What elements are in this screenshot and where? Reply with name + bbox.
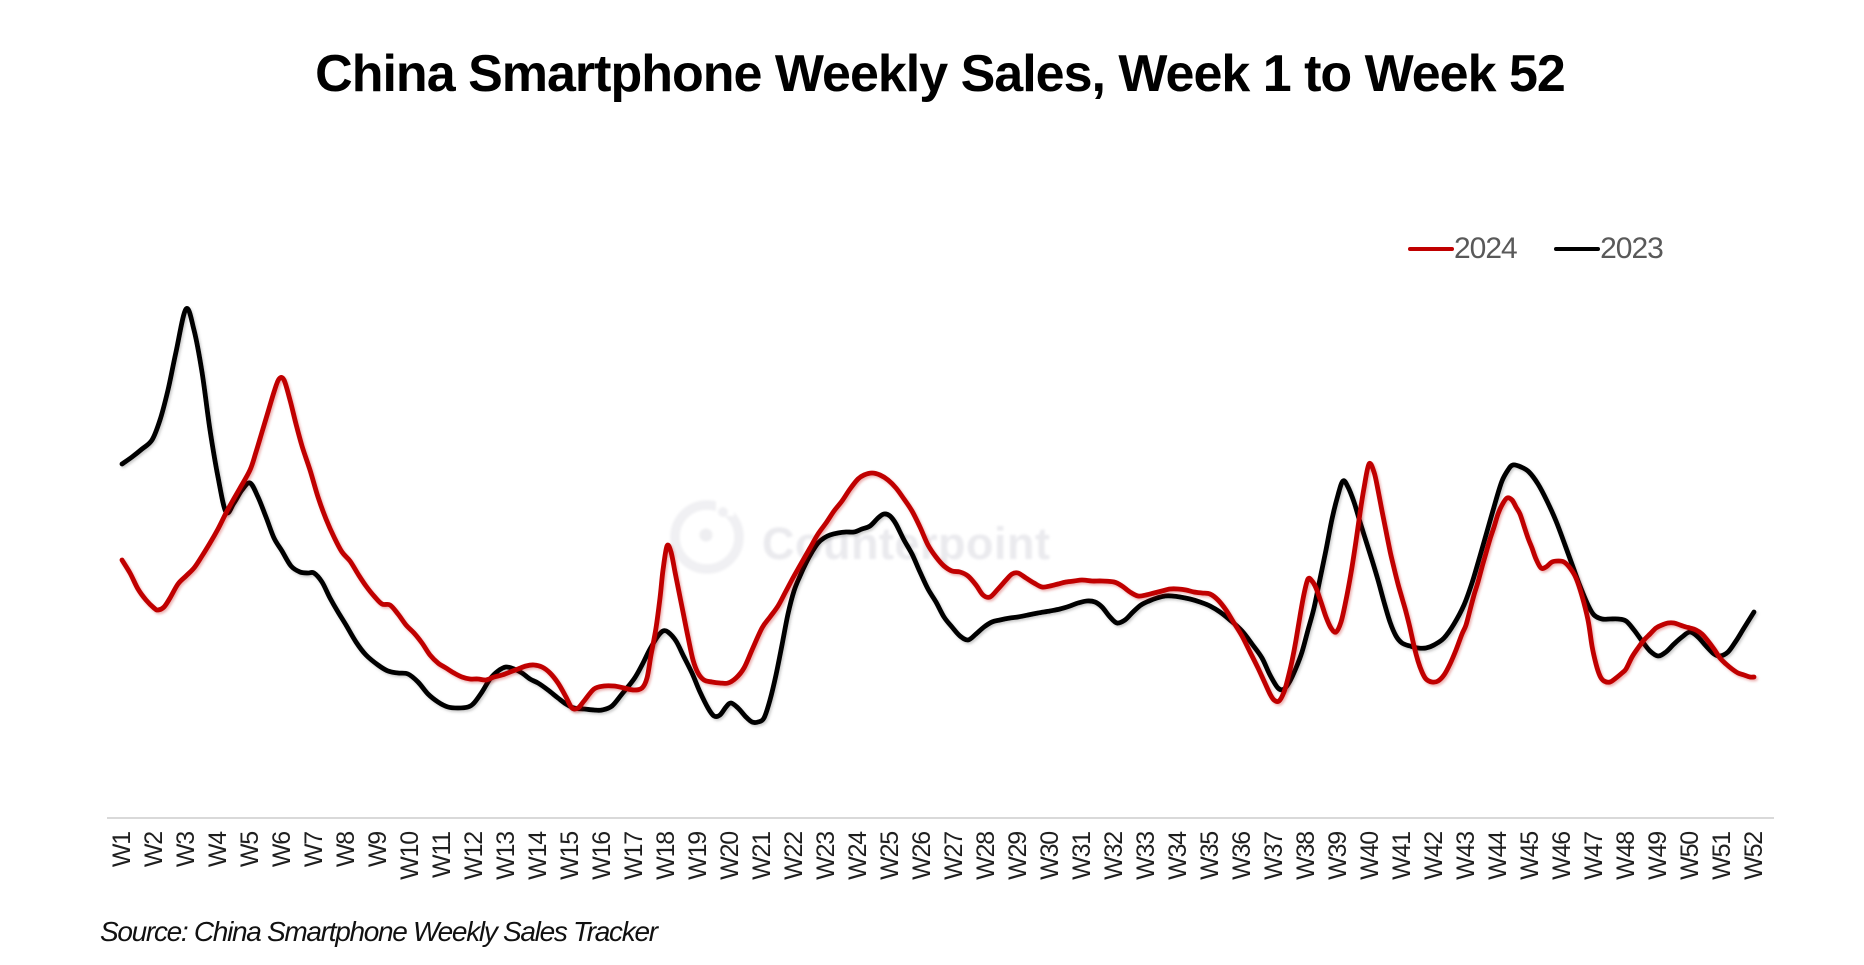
svg-text:W20: W20 bbox=[716, 832, 744, 880]
svg-text:W48: W48 bbox=[1612, 832, 1640, 880]
svg-text:W28: W28 bbox=[972, 832, 1000, 880]
svg-text:W40: W40 bbox=[1356, 832, 1384, 880]
svg-text:W47: W47 bbox=[1580, 832, 1608, 880]
svg-text:W37: W37 bbox=[1260, 832, 1288, 880]
svg-text:W22: W22 bbox=[780, 832, 808, 880]
svg-text:W51: W51 bbox=[1708, 832, 1736, 880]
svg-text:W1: W1 bbox=[108, 832, 136, 867]
svg-text:W5: W5 bbox=[236, 832, 264, 867]
svg-text:W46: W46 bbox=[1548, 832, 1576, 880]
svg-text:W44: W44 bbox=[1484, 831, 1512, 880]
svg-text:W49: W49 bbox=[1644, 832, 1672, 880]
svg-text:W38: W38 bbox=[1292, 832, 1320, 880]
svg-text:W21: W21 bbox=[748, 832, 776, 880]
svg-text:W52: W52 bbox=[1740, 832, 1768, 880]
svg-text:W2: W2 bbox=[140, 832, 168, 867]
svg-text:W18: W18 bbox=[652, 832, 680, 880]
svg-text:W15: W15 bbox=[556, 832, 584, 880]
svg-text:W13: W13 bbox=[492, 832, 520, 880]
svg-text:W24: W24 bbox=[844, 831, 872, 880]
svg-text:W26: W26 bbox=[908, 832, 936, 880]
svg-text:W23: W23 bbox=[812, 832, 840, 880]
svg-text:W16: W16 bbox=[588, 832, 616, 880]
svg-text:W10: W10 bbox=[396, 832, 424, 880]
svg-text:W33: W33 bbox=[1132, 832, 1160, 880]
svg-text:W30: W30 bbox=[1036, 832, 1064, 880]
svg-text:W32: W32 bbox=[1100, 832, 1128, 880]
svg-text:W34: W34 bbox=[1164, 831, 1192, 880]
svg-text:W7: W7 bbox=[300, 832, 328, 867]
svg-text:W25: W25 bbox=[876, 832, 904, 880]
svg-text:W12: W12 bbox=[460, 832, 488, 880]
svg-text:W4: W4 bbox=[204, 831, 232, 867]
svg-text:W19: W19 bbox=[684, 832, 712, 880]
svg-text:W14: W14 bbox=[524, 831, 552, 880]
svg-text:W35: W35 bbox=[1196, 832, 1224, 880]
svg-text:W3: W3 bbox=[172, 832, 200, 867]
svg-text:W17: W17 bbox=[620, 832, 648, 880]
svg-text:W43: W43 bbox=[1452, 832, 1480, 880]
svg-text:W42: W42 bbox=[1420, 832, 1448, 880]
svg-text:W27: W27 bbox=[940, 832, 968, 880]
svg-text:W11: W11 bbox=[428, 832, 456, 878]
svg-text:W36: W36 bbox=[1228, 832, 1256, 880]
svg-text:W41: W41 bbox=[1388, 832, 1416, 880]
svg-text:W31: W31 bbox=[1068, 832, 1096, 880]
svg-text:W39: W39 bbox=[1324, 832, 1352, 880]
svg-text:W9: W9 bbox=[364, 832, 392, 867]
svg-text:W29: W29 bbox=[1004, 832, 1032, 880]
svg-text:W45: W45 bbox=[1516, 832, 1544, 880]
svg-text:W8: W8 bbox=[332, 832, 360, 867]
svg-text:W6: W6 bbox=[268, 832, 296, 867]
svg-text:W50: W50 bbox=[1676, 832, 1704, 880]
